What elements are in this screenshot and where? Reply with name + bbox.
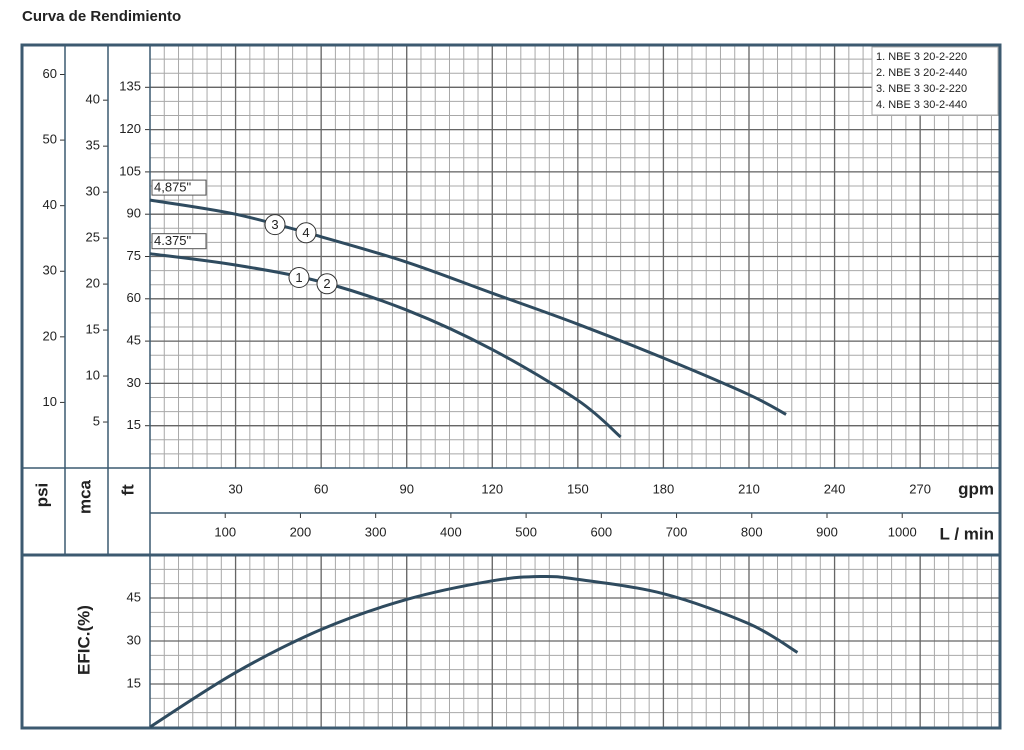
x-tick-label: 210 xyxy=(738,481,760,496)
y-tick-label: 105 xyxy=(119,163,141,178)
x-tick-label: 270 xyxy=(909,481,931,496)
x-tick-label: 30 xyxy=(228,481,242,496)
y-tick-label: 90 xyxy=(127,206,141,221)
x2-tick-label: 900 xyxy=(816,524,838,539)
y2-tick-label: 20 xyxy=(86,276,100,291)
y3-tick-label: 10 xyxy=(43,394,57,409)
x2-tick-label: 200 xyxy=(290,524,312,539)
curve xyxy=(149,198,787,416)
curve-marker xyxy=(264,214,286,236)
y-tick-label: 75 xyxy=(127,248,141,263)
x-tick-label: 180 xyxy=(653,481,675,496)
y-tick-label: 60 xyxy=(127,290,141,305)
y3-tick-label: 20 xyxy=(43,328,57,343)
curve xyxy=(149,574,799,729)
y2-tick-label: 10 xyxy=(86,367,100,382)
y3-tick-label: 30 xyxy=(43,263,57,278)
y-axis-label: EFIC.(%) xyxy=(74,605,93,675)
x2-tick-label: 600 xyxy=(590,524,612,539)
y2-tick-label: 25 xyxy=(86,230,100,245)
frame xyxy=(20,43,1002,730)
x2-tick-label: 800 xyxy=(741,524,763,539)
y-tick-label: 135 xyxy=(119,79,141,94)
curve-marker-label: 1 xyxy=(295,270,302,285)
x2-tick-label: 300 xyxy=(365,524,387,539)
curve-marker-label: 3 xyxy=(271,217,278,232)
x2-axis-label: L / min xyxy=(940,524,994,543)
legend-entry: 1. NBE 3 20-2-220 xyxy=(876,51,967,63)
x2-tick-label: 100 xyxy=(214,524,236,539)
y-axis-label: ft xyxy=(118,484,137,496)
curve xyxy=(149,252,622,439)
legend-entry: 2. NBE 3 20-2-440 xyxy=(876,67,967,79)
y-tick-label: 120 xyxy=(119,121,141,136)
chart-title: Curva de Rendimiento xyxy=(22,8,181,25)
x2-tick-label: 1000 xyxy=(888,524,917,539)
size-label-box xyxy=(151,233,207,250)
y3-tick-label: 60 xyxy=(43,66,57,81)
x2-tick-label: 400 xyxy=(440,524,462,539)
x2-tick-label: 700 xyxy=(666,524,688,539)
curve-marker xyxy=(288,267,310,289)
y-tick-label: 45 xyxy=(127,589,141,604)
curve-marker-label: 4 xyxy=(302,225,309,240)
y-tick-label: 15 xyxy=(127,675,141,690)
size-label: 4,875" xyxy=(154,180,192,195)
y2-tick-label: 15 xyxy=(86,322,100,337)
x-tick-label: 150 xyxy=(567,481,589,496)
x2-tick-label: 500 xyxy=(515,524,537,539)
x-tick-label: 60 xyxy=(314,481,328,496)
y2-tick-label: 40 xyxy=(86,92,100,107)
legend-entry: 3. NBE 3 30-2-220 xyxy=(876,83,967,95)
x-tick-label: 120 xyxy=(481,481,503,496)
y-tick-label: 30 xyxy=(127,632,141,647)
y2-tick-label: 35 xyxy=(86,138,100,153)
y2-tick-label: 30 xyxy=(86,184,100,199)
size-label: 4.375" xyxy=(154,233,192,248)
curve-marker-label: 2 xyxy=(323,276,330,291)
x-tick-label: 90 xyxy=(399,481,413,496)
x-tick-label: 240 xyxy=(824,481,846,496)
legend-box xyxy=(871,46,999,116)
y-tick-label: 30 xyxy=(127,375,141,390)
size-label-box xyxy=(151,179,207,196)
y3-tick-label: 40 xyxy=(43,197,57,212)
y-tick-label: 15 xyxy=(127,417,141,432)
y2-axis-label: mca xyxy=(75,479,94,514)
x-axis-label: gpm xyxy=(958,479,994,498)
y-tick-label: 45 xyxy=(127,333,141,348)
y3-tick-label: 50 xyxy=(43,132,57,147)
y2-tick-label: 5 xyxy=(93,413,100,428)
curve-marker xyxy=(295,222,317,244)
curve-marker xyxy=(316,273,338,295)
y3-axis-label: psi xyxy=(32,483,51,508)
legend-entry: 4. NBE 3 30-2-440 xyxy=(876,99,967,111)
